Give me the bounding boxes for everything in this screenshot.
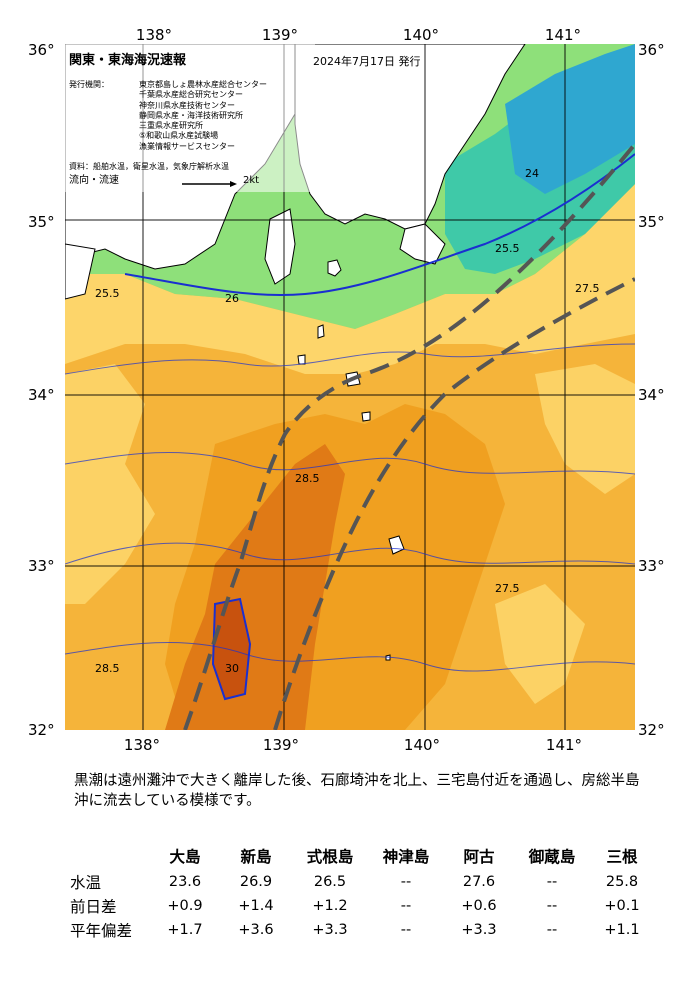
sea-zone-cool-3 <box>535 364 635 494</box>
lon-tick-top-140: 140° <box>402 26 440 44</box>
lat-tick-left-32: 32° <box>28 721 55 739</box>
legend-box <box>65 44 315 192</box>
row-label: 平年偏差 <box>70 922 133 940</box>
table-cell: 25.8 <box>605 874 639 890</box>
table-row: 平年偏差 +1.7 +3.6 +3.3 -- +3.3 -- +1.1 <box>70 918 654 942</box>
table-header-row: 大島 新島 式根島 神津島 阿古 御蔵島 三根 <box>70 842 654 870</box>
agency-1: 千葉県水産総合研究センター <box>139 90 243 100</box>
kuroshio-description: 黒潮は遠州灘沖で大きく離岸した後、石廊埼沖を北上、三宅島付近を通過し、房総半島沖… <box>74 773 640 809</box>
island-niijima <box>317 324 325 339</box>
contour-label: 28.5 <box>95 662 120 675</box>
table-cell: 26.5 <box>313 874 347 890</box>
table-cell: -- <box>400 898 412 914</box>
contour-label: 30 <box>225 662 239 675</box>
lon-tick-bottom-139: 139° <box>262 736 300 754</box>
column-header: 三根 <box>606 848 638 866</box>
contour-label: 25.5 <box>495 242 520 255</box>
agency-5: ⑤和歌山県水産試験場 <box>139 131 219 141</box>
table-cell: +1.4 <box>238 898 274 914</box>
lon-tick-top-138: 138° <box>135 26 173 44</box>
column-header: 御蔵島 <box>528 848 576 866</box>
island-temperature-table: 大島 新島 式根島 神津島 阿古 御蔵島 三根 水温 23.6 26.9 26.… <box>70 842 654 942</box>
table-cell: -- <box>546 898 558 914</box>
data-source: 資料：船舶水温，衛星水温，気象庁解析水温 <box>69 162 229 171</box>
island-oshima <box>327 259 342 277</box>
table-cell: +1.1 <box>604 922 640 938</box>
table-cell: +0.6 <box>461 898 497 914</box>
lat-tick-left-36: 36° <box>28 41 55 59</box>
lon-tick-bottom-138: 138° <box>123 736 161 754</box>
table-cell: +0.9 <box>167 898 203 914</box>
sea-zone-hottest <box>211 597 252 701</box>
lon-tick-top-141: 141° <box>544 26 582 44</box>
table-cell: +3.3 <box>312 922 348 938</box>
contour-label: 28.5 <box>295 472 320 485</box>
map-title: 関東・東海海況速報 <box>69 53 187 68</box>
table-corner <box>70 842 150 870</box>
lat-tick-right-33: 33° <box>638 557 665 575</box>
contour-label: 26 <box>225 292 239 305</box>
contour-label: 27.5 <box>575 282 600 295</box>
issue-date: 2024年7月17日 発行 <box>313 55 421 68</box>
table-cell: 23.6 <box>168 874 202 890</box>
lat-tick-right-36: 36° <box>638 41 665 59</box>
table-row: 水温 23.6 26.9 26.5 -- 27.6 -- 25.8 <box>70 870 654 894</box>
lon-tick-bottom-141: 141° <box>545 736 583 754</box>
current-legend-value: 2kt <box>243 175 260 186</box>
table-cell: -- <box>546 874 558 890</box>
land-kii <box>65 243 96 300</box>
agency-3: 静岡県水産・海洋技術研究所 <box>139 110 243 120</box>
land-izu-peninsula <box>264 208 296 285</box>
table-cell: +1.2 <box>312 898 348 914</box>
table-cell: 27.6 <box>462 874 496 890</box>
table-cell: -- <box>400 922 412 938</box>
lon-tick-bottom-140: 140° <box>403 736 441 754</box>
sea-zone-cool-2 <box>65 364 155 604</box>
row-label: 前日差 <box>70 898 117 916</box>
table-row: 前日差 +0.9 +1.4 +1.2 -- +0.6 -- +0.1 <box>70 894 654 918</box>
table-cell: +3.3 <box>461 922 497 938</box>
column-header: 神津島 <box>382 848 430 866</box>
table-cell: +1.7 <box>167 922 203 938</box>
isotherm-25-bold <box>124 153 635 296</box>
isotherm-contours <box>65 343 635 672</box>
table-cell: -- <box>546 922 558 938</box>
island-kozushima <box>297 354 306 365</box>
table-cell: +0.1 <box>604 898 640 914</box>
table-cell: +3.6 <box>238 922 274 938</box>
contour-label: 24 <box>525 167 539 180</box>
contour-label: 27.5 <box>495 582 520 595</box>
agency-4: 三重県水産研究所 <box>139 121 203 131</box>
sea-temperature-map: 関東・東海海況速報 2024年7月17日 発行 発行機関： 東京都島しょ農林水産… <box>65 44 635 730</box>
table-cell: -- <box>400 874 412 890</box>
lon-tick-top-139: 139° <box>261 26 299 44</box>
sea-zone-cool-4 <box>495 584 585 704</box>
sea-zone-cyan <box>505 44 635 194</box>
current-legend-label: 流向・流速 <box>69 175 119 186</box>
column-header: 式根島 <box>306 848 354 866</box>
column-header: 大島 <box>169 848 201 866</box>
lat-tick-left-33: 33° <box>28 557 55 575</box>
row-label: 水温 <box>70 874 102 892</box>
lat-tick-left-34: 34° <box>28 386 55 404</box>
agencies-list: 東京都島しょ農林水産総合センター 千葉県水産総合研究センター 神奈川県水産技術セ… <box>139 80 267 152</box>
agency-6: 漁業情報サービスセンター <box>139 141 235 151</box>
map-canvas <box>65 44 635 730</box>
column-header: 阿古 <box>463 848 495 866</box>
sea-zone-cool <box>65 184 635 374</box>
agencies-label: 発行機関： <box>69 80 109 89</box>
table-cell: 26.9 <box>239 874 273 890</box>
lat-tick-right-32: 32° <box>638 721 665 739</box>
lat-tick-right-34: 34° <box>638 386 665 404</box>
lat-tick-right-35: 35° <box>638 213 665 231</box>
current-legend-arrowhead <box>230 181 237 187</box>
agency-0: 東京都島しょ農林水産総合センター <box>139 80 267 89</box>
lat-tick-left-35: 35° <box>28 213 55 231</box>
island-mikura <box>361 411 371 422</box>
agency-2: 神奈川県水産技術センター <box>139 100 235 110</box>
kuroshio-axis <box>183 142 635 730</box>
contour-label: 25.5 <box>95 287 120 300</box>
column-header: 新島 <box>240 848 272 866</box>
